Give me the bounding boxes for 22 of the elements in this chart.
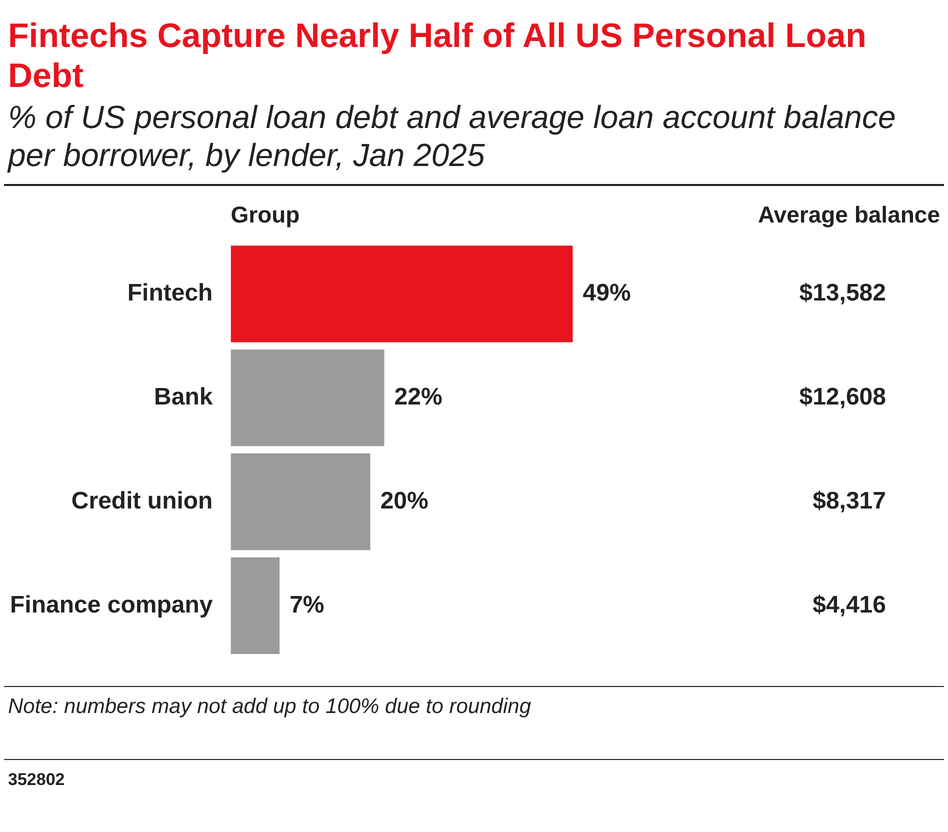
- text: 352802: [7, 769, 66, 791]
- data-label: 20%: [380, 487, 428, 514]
- chart-title: Fintechs Capture Nearly Half of All US Personal Loan Debt: [8, 16, 868, 96]
- text: $12,608: [799, 383, 886, 410]
- y-tick-label: Fintech: [127, 280, 213, 307]
- chart-subtitle: % of US personal loan debt and average loan account balance per borrower, by lender, Jan 2025: [8, 98, 897, 174]
- bar: [230, 557, 280, 654]
- text: $13,582: [799, 280, 886, 307]
- text: $4,416: [812, 591, 886, 618]
- text: Note: numbers may not add up to 100% due to rounding: [8, 694, 532, 720]
- y-tick-label: Finance company: [10, 591, 214, 618]
- data-label: 49%: [582, 280, 631, 307]
- text: Average balance: [758, 201, 940, 228]
- y-tick-label: Credit union: [71, 487, 213, 514]
- text: $8,317: [812, 487, 886, 514]
- bar: [230, 350, 384, 446]
- bar: [230, 453, 370, 550]
- y-axis-title: Group: [230, 201, 300, 228]
- data-label: 7%: [290, 591, 324, 618]
- bar: [230, 246, 573, 342]
- y-tick-label: Bank: [154, 383, 214, 410]
- data-label: 22%: [394, 383, 442, 410]
